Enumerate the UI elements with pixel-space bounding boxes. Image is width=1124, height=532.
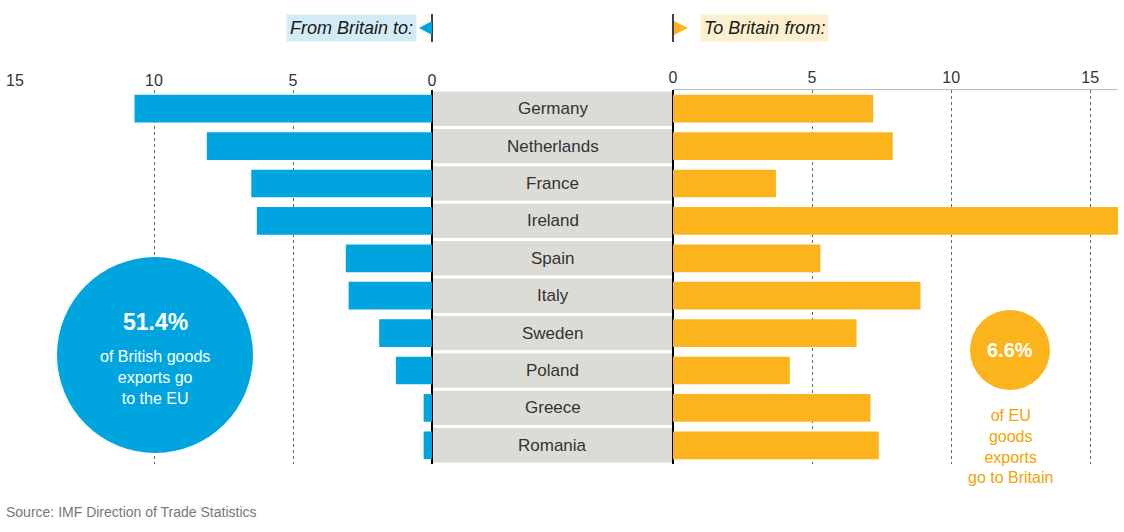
- svg-text:From Britain to:: From Britain to:: [290, 18, 413, 38]
- svg-text:of EUgoodsexportsgo to Britain: of EUgoodsexportsgo to Britain: [968, 407, 1053, 486]
- svg-text:Spain: Spain: [531, 249, 574, 268]
- svg-text:To Britain from:: To Britain from:: [704, 18, 825, 38]
- svg-text:Source: IMF Direction of Trade: Source: IMF Direction of Trade Statistic…: [6, 504, 257, 520]
- svg-text:of British goodsexports goto t: of British goodsexports goto the EU: [100, 348, 210, 407]
- svg-text:Greece: Greece: [525, 398, 581, 417]
- svg-text:Sweden: Sweden: [522, 324, 583, 343]
- svg-text:Italy: Italy: [537, 286, 569, 305]
- svg-text:0: 0: [428, 72, 437, 89]
- svg-text:51.4%: 51.4%: [123, 309, 188, 335]
- svg-text:Romania: Romania: [518, 436, 587, 455]
- svg-text:6.6%: 6.6%: [987, 339, 1033, 361]
- svg-text:Germany: Germany: [518, 99, 588, 118]
- svg-text:Netherlands: Netherlands: [507, 137, 599, 156]
- svg-text:0: 0: [669, 69, 678, 86]
- svg-text:5: 5: [289, 72, 298, 89]
- svg-text:Poland: Poland: [526, 361, 579, 380]
- svg-text:15: 15: [1081, 69, 1099, 86]
- svg-text:Ireland: Ireland: [527, 211, 579, 230]
- svg-text:10: 10: [145, 72, 163, 89]
- svg-text:10: 10: [942, 69, 960, 86]
- svg-text:5: 5: [808, 69, 817, 86]
- svg-text:France: France: [526, 174, 579, 193]
- svg-text:15: 15: [6, 72, 24, 89]
